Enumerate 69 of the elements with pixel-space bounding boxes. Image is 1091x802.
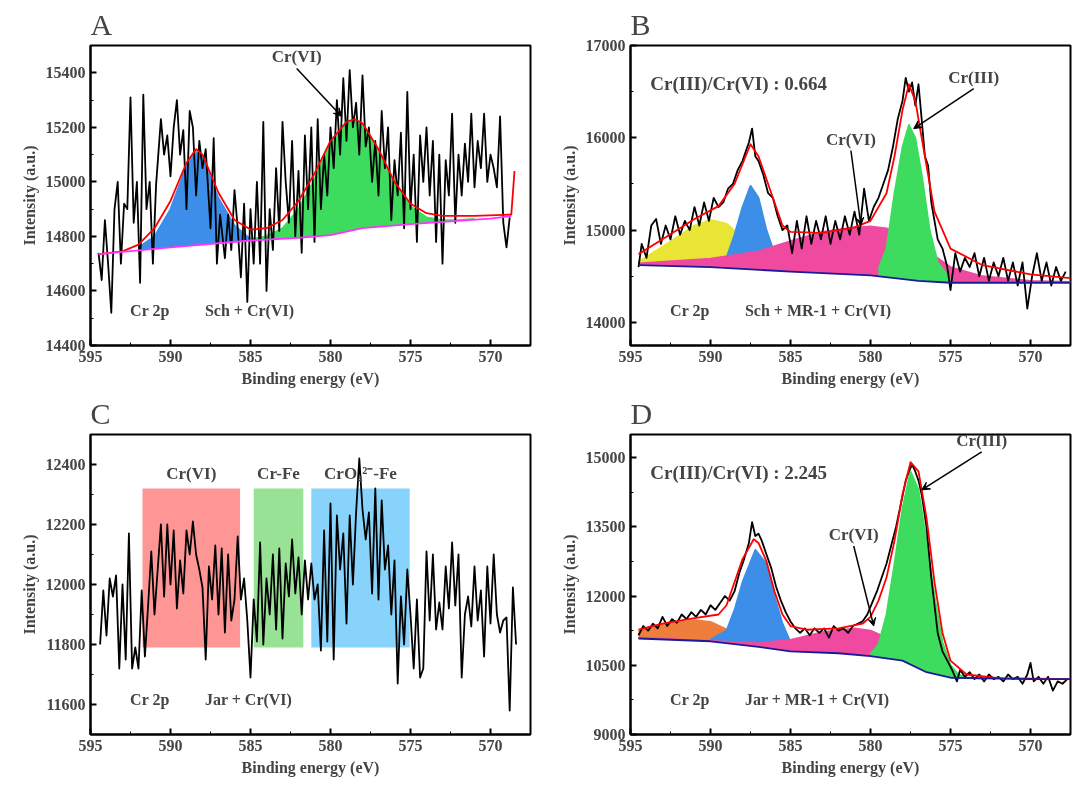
x-tick-label: 580 <box>858 347 883 365</box>
x-tick-label: 595 <box>78 736 103 754</box>
x-tick-label: 570 <box>478 347 503 365</box>
annotation: Jar + MR-1 + Cr(VI) <box>744 690 890 709</box>
x-axis-title: Binding energy (eV) <box>241 758 380 777</box>
x-axis-title: Binding energy (eV) <box>241 369 380 388</box>
annotation: Cr(III) <box>948 67 1000 87</box>
y-tick-label: 12400 <box>45 456 86 473</box>
text: Cr(III)/Cr(VI) : 2.245 <box>650 461 828 484</box>
x-tick-label: 585 <box>238 736 263 754</box>
y-tick-label: 15000 <box>585 221 626 239</box>
y-tick-label: 11800 <box>46 636 86 653</box>
y-axis-title: Intensity (a.u.) <box>20 145 39 246</box>
text: Cr(III)/Cr(VI) : 0.664 <box>650 72 828 95</box>
x-tick-label: 570 <box>1018 347 1043 365</box>
x-tick-label: 575 <box>398 347 423 365</box>
x-tick-label: 570 <box>1018 736 1043 754</box>
x-axis-title: Binding energy (eV) <box>781 758 920 777</box>
y-tick-label: 14800 <box>45 227 86 245</box>
y-axis-title: Intensity (a.u.) <box>20 534 39 635</box>
x-tick-label: 595 <box>618 347 643 365</box>
annotation: Cr(VI) <box>825 129 876 149</box>
x-tick-label: 590 <box>158 736 183 754</box>
x-axis-title: Binding energy (eV) <box>781 369 920 388</box>
band-label: Cr(VI) <box>166 463 217 483</box>
y-axis-title: Intensity (a.u.) <box>560 534 579 635</box>
y-tick-label: 12200 <box>45 516 86 533</box>
x-tick-label: 585 <box>778 347 803 365</box>
chart-title: B <box>630 7 651 41</box>
y-tick-label: 17000 <box>585 37 626 54</box>
x-tick-label: 590 <box>698 347 723 365</box>
y-tick-label: 15000 <box>45 173 86 191</box>
y-tick-label: 15200 <box>45 118 86 136</box>
annotation: Cr 2p <box>130 301 170 320</box>
annotation: Jar + Cr(VI) <box>204 690 292 709</box>
y-tick-label: 14600 <box>45 282 86 300</box>
chart-title: D <box>630 396 653 430</box>
x-tick-label: 570 <box>478 736 503 754</box>
annotation: Cr 2p <box>130 690 170 709</box>
y-tick-label: 10500 <box>585 656 626 674</box>
y-tick-label: 15000 <box>585 449 626 467</box>
y-tick-label: 12000 <box>45 576 86 593</box>
x-tick-label: 590 <box>698 736 723 754</box>
annotation: Cr(VI) <box>828 525 879 545</box>
y-tick-label: 15400 <box>45 64 86 82</box>
chart-title: C <box>90 396 111 430</box>
x-tick-label: 585 <box>778 736 803 754</box>
x-tick-label: 580 <box>858 736 883 754</box>
x-tick-label: 580 <box>318 736 343 754</box>
annotation: Sch + Cr(VI) <box>204 301 295 320</box>
x-tick-label: 585 <box>238 347 263 365</box>
x-tick-label: 580 <box>318 347 343 365</box>
x-tick-label: 590 <box>158 347 183 365</box>
annotation: Sch + MR-1 + Cr(VI) <box>744 301 892 320</box>
annotation: Cr(VI) <box>271 47 322 67</box>
y-axis-title: Intensity (a.u.) <box>560 145 579 246</box>
x-tick-label: 575 <box>938 347 963 365</box>
annotation: Cr(III) <box>956 430 1008 450</box>
y-tick-label: 11600 <box>46 696 86 713</box>
y-tick-label: 12000 <box>585 587 626 605</box>
y-tick-label: 14000 <box>585 313 626 331</box>
y-tick-label: 16000 <box>585 129 626 147</box>
chart-title: A <box>90 7 113 41</box>
annotation: Cr 2p <box>670 301 710 320</box>
x-tick-label: 575 <box>398 736 423 754</box>
y-tick-label: 13500 <box>585 518 626 536</box>
annotation: Cr 2p <box>670 690 710 709</box>
band-label: Cr-Fe <box>257 463 301 483</box>
x-tick-label: 575 <box>938 736 963 754</box>
